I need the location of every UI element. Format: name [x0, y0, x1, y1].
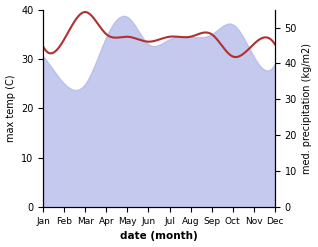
Y-axis label: max temp (C): max temp (C)	[5, 75, 16, 142]
Y-axis label: med. precipitation (kg/m2): med. precipitation (kg/m2)	[302, 43, 313, 174]
X-axis label: date (month): date (month)	[120, 231, 198, 242]
